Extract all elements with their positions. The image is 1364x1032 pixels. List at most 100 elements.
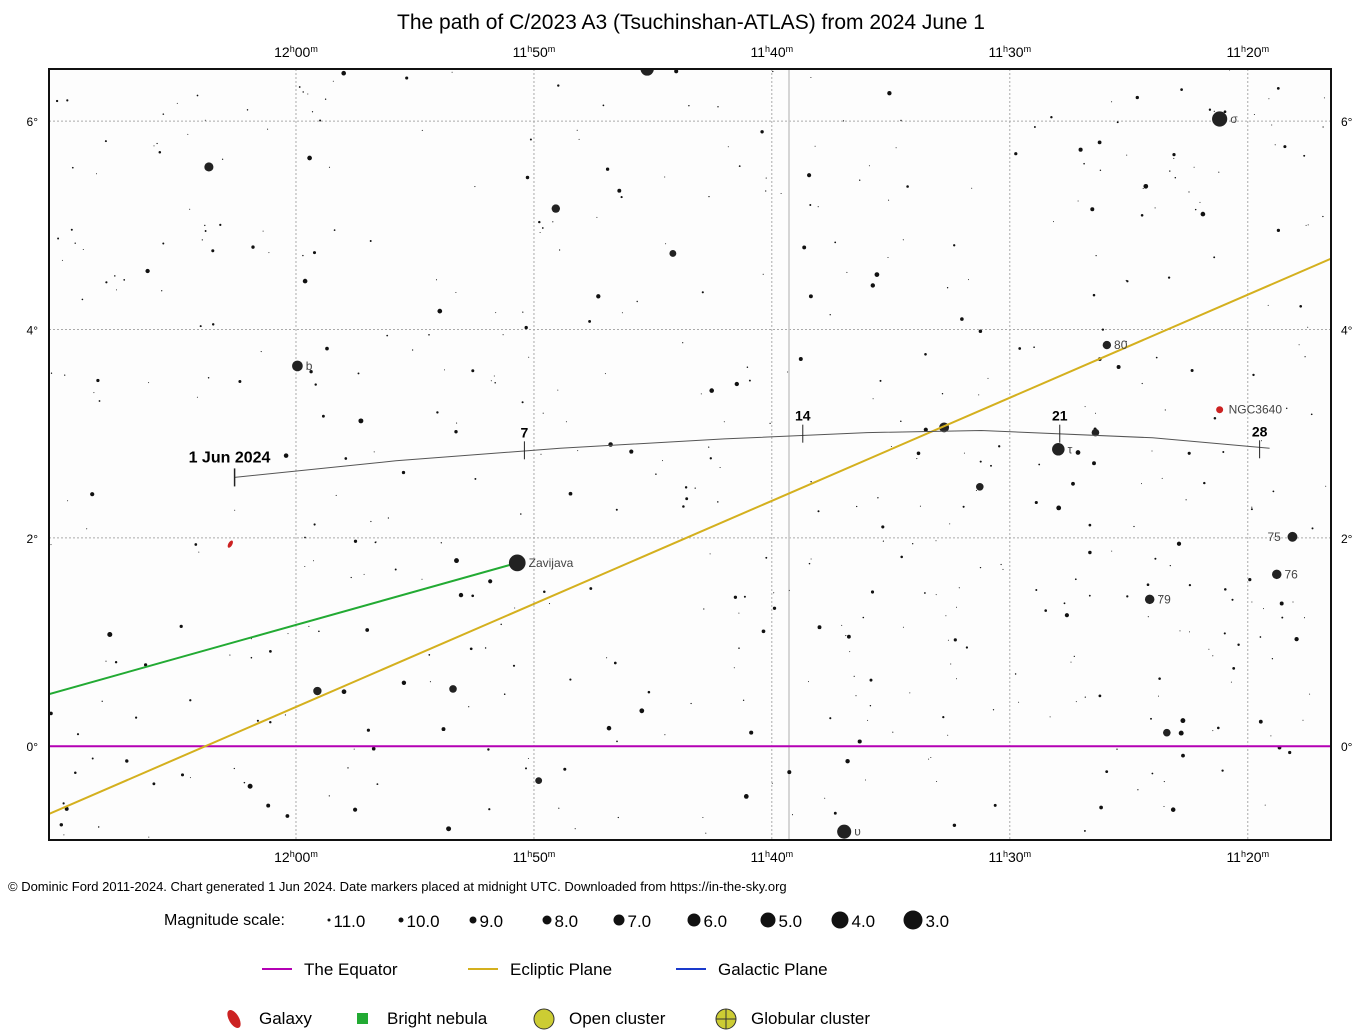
background-star [1075,701,1077,703]
background-star [1222,451,1225,453]
magnitude-dot [687,913,701,927]
background-star [373,451,375,453]
background-star [791,814,794,816]
background-star [987,377,989,379]
background-star [495,312,497,314]
galaxy-label: NGC3640 [1229,403,1283,417]
background-star [1084,696,1086,698]
magnitude-label: 7.0 [628,912,652,931]
background-star [1126,154,1128,156]
background-star [935,540,937,542]
magnitude-label: 10.0 [407,912,440,931]
background-star [738,612,740,614]
background-star [71,166,74,169]
background-star [148,382,150,384]
bright-star [640,69,654,76]
labelled-star [508,554,526,572]
background-star [1116,121,1119,124]
background-star [1018,701,1020,703]
background-star [1172,153,1176,157]
background-star [772,70,774,73]
background-star [1056,505,1062,511]
background-star [57,237,60,240]
background-star [1258,719,1263,724]
background-star [856,505,858,508]
background-star [1170,807,1176,812]
background-star [1173,157,1175,159]
background-star [1064,613,1069,618]
background-star [613,661,617,665]
background-star [881,525,885,529]
background-star [512,664,516,667]
labelled-star [837,824,852,839]
background-star [1232,667,1236,670]
background-star [990,464,992,467]
background-star [1212,730,1214,732]
background-star [1163,781,1165,783]
axis-tick-label-top: 11h30m [988,44,1031,60]
background-star [664,734,666,736]
background-star [636,300,638,303]
background-star [1178,730,1184,736]
background-star [350,576,352,579]
background-star [941,393,944,395]
background-star [1264,804,1266,806]
background-star [189,208,191,210]
background-star [1276,228,1281,233]
background-star [604,373,606,375]
bright-star [313,686,322,696]
background-star [394,568,397,571]
background-star [1322,215,1324,218]
background-star [1180,88,1183,91]
plot-area: σ b 80 τ Zavijava 75 76 79 υ NGC3640 1 Jun 2024 7 14… [27,44,1353,865]
background-star [949,523,951,525]
background-star [123,279,126,281]
background-star [596,216,598,218]
background-star [436,411,439,414]
background-star [238,380,242,383]
background-star [221,158,224,160]
background-star [529,138,532,141]
background-star [1126,595,1129,598]
background-star [1281,616,1284,619]
background-star [500,623,502,626]
background-star [1014,152,1018,156]
background-star [968,279,969,281]
magnitude-dot [760,912,776,928]
background-star [1189,631,1190,633]
background-star [1038,463,1041,466]
background-star [1099,805,1103,810]
magnitude-dot [398,917,404,923]
background-star [1309,693,1311,695]
legend-line-label: The Equator [304,960,398,979]
background-star [347,767,349,769]
galaxy-marker [1216,406,1224,414]
background-star [376,783,379,786]
background-star [1033,346,1035,349]
background-star [1000,563,1002,566]
background-star [1199,201,1201,203]
background-star [578,138,580,140]
background-star [1208,648,1210,650]
background-star [709,457,712,460]
background-star [539,232,541,233]
background-star [738,165,741,168]
background-star [950,663,952,665]
magnitude-dot [469,916,477,924]
background-star [1052,221,1055,223]
background-star [50,544,52,546]
background-star [978,394,980,396]
background-star [887,256,889,259]
background-star [1157,695,1160,697]
background-star [1105,770,1109,774]
background-star [1135,95,1139,100]
background-star [748,379,751,382]
background-star [353,539,358,543]
background-star [1221,769,1224,772]
background-star [428,334,430,336]
background-star [196,94,199,97]
axis-tick-label-left: 2° [27,532,39,546]
background-star [919,505,921,507]
background-star [62,802,65,805]
background-star [387,517,390,519]
